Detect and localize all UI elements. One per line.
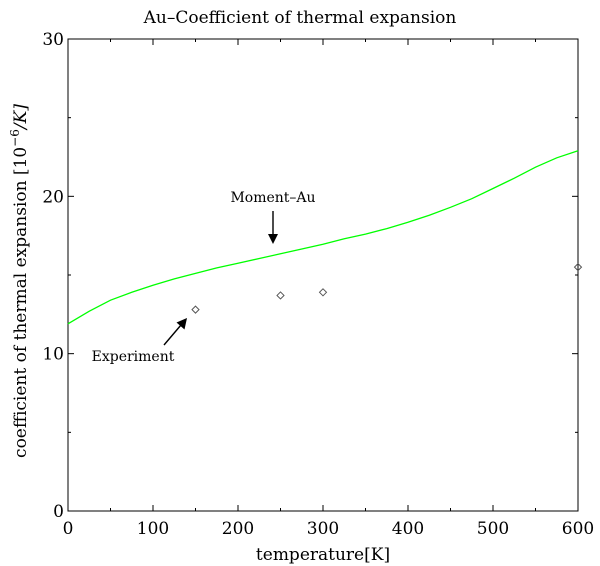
experiment-point bbox=[191, 305, 200, 314]
y-axis-label-exponent: −6 bbox=[8, 129, 22, 147]
y-tick-label: 0 bbox=[53, 502, 64, 522]
x-tick-label: 300 bbox=[307, 519, 339, 539]
series-line-moment-au bbox=[67, 150, 579, 325]
experiment-markers bbox=[191, 262, 583, 314]
y-axis-label-unit: /K] bbox=[11, 104, 31, 131]
y-axis-label: coefficient of thermal expansion [10−6/K… bbox=[8, 104, 31, 458]
x-tick-label: 500 bbox=[477, 519, 509, 539]
annotation-experiment-label: Experiment bbox=[92, 349, 175, 365]
y-tick-label: 30 bbox=[42, 30, 64, 50]
y-axis-label-text: coefficient of thermal expansion [10 bbox=[11, 147, 31, 458]
x-tick-label: 400 bbox=[392, 519, 424, 539]
annotation-moment-au-label: Moment–Au bbox=[230, 190, 315, 206]
y-tick-label: 10 bbox=[42, 345, 64, 365]
annotation-arrow-experiment bbox=[163, 324, 182, 346]
annotation-experiment: Experiment bbox=[92, 318, 187, 365]
x-axis-label: temperature[K] bbox=[256, 545, 390, 565]
experiment-point bbox=[573, 262, 583, 272]
x-tick-label: 200 bbox=[222, 519, 254, 539]
experiment-point bbox=[318, 288, 328, 297]
x-tick-label: 100 bbox=[137, 519, 169, 539]
y-tick-label: 20 bbox=[42, 187, 64, 207]
x-tick-label: 0 bbox=[63, 519, 74, 539]
annotation-moment-au: Moment–Au bbox=[230, 190, 316, 244]
annotation-arrowhead-experiment bbox=[176, 318, 187, 330]
y-axis-ticks: 0 10 20 30 bbox=[42, 30, 578, 522]
experiment-point bbox=[276, 291, 285, 300]
x-axis-ticks: 0 100 200 300 400 500 600 bbox=[63, 39, 594, 539]
plot-frame bbox=[67, 38, 579, 512]
annotation-arrowhead-moment-au bbox=[268, 234, 278, 244]
chart-title: Au–Coefficient of thermal expansion bbox=[143, 8, 457, 28]
x-tick-label: 600 bbox=[562, 519, 594, 539]
